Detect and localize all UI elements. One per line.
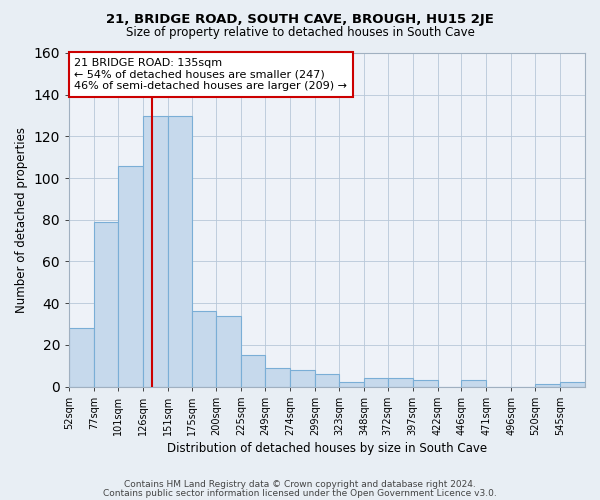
Text: 21 BRIDGE ROAD: 135sqm
← 54% of detached houses are smaller (247)
46% of semi-de: 21 BRIDGE ROAD: 135sqm ← 54% of detached… xyxy=(74,58,347,91)
Bar xyxy=(265,368,290,386)
Bar xyxy=(69,328,94,386)
Bar xyxy=(217,316,241,386)
Bar xyxy=(413,380,437,386)
Bar xyxy=(290,370,315,386)
Bar xyxy=(388,378,413,386)
Bar xyxy=(461,380,487,386)
Bar xyxy=(339,382,364,386)
Y-axis label: Number of detached properties: Number of detached properties xyxy=(15,127,28,313)
Text: 21, BRIDGE ROAD, SOUTH CAVE, BROUGH, HU15 2JE: 21, BRIDGE ROAD, SOUTH CAVE, BROUGH, HU1… xyxy=(106,12,494,26)
Bar xyxy=(167,116,191,386)
Bar xyxy=(560,382,585,386)
Text: Contains HM Land Registry data © Crown copyright and database right 2024.: Contains HM Land Registry data © Crown c… xyxy=(124,480,476,489)
Bar xyxy=(118,166,143,386)
Bar xyxy=(143,116,167,386)
Bar xyxy=(94,222,118,386)
Bar xyxy=(241,356,265,386)
Bar xyxy=(364,378,388,386)
Bar xyxy=(191,312,217,386)
Text: Size of property relative to detached houses in South Cave: Size of property relative to detached ho… xyxy=(125,26,475,39)
Bar xyxy=(315,374,339,386)
X-axis label: Distribution of detached houses by size in South Cave: Distribution of detached houses by size … xyxy=(167,442,487,455)
Bar xyxy=(535,384,560,386)
Text: Contains public sector information licensed under the Open Government Licence v3: Contains public sector information licen… xyxy=(103,488,497,498)
